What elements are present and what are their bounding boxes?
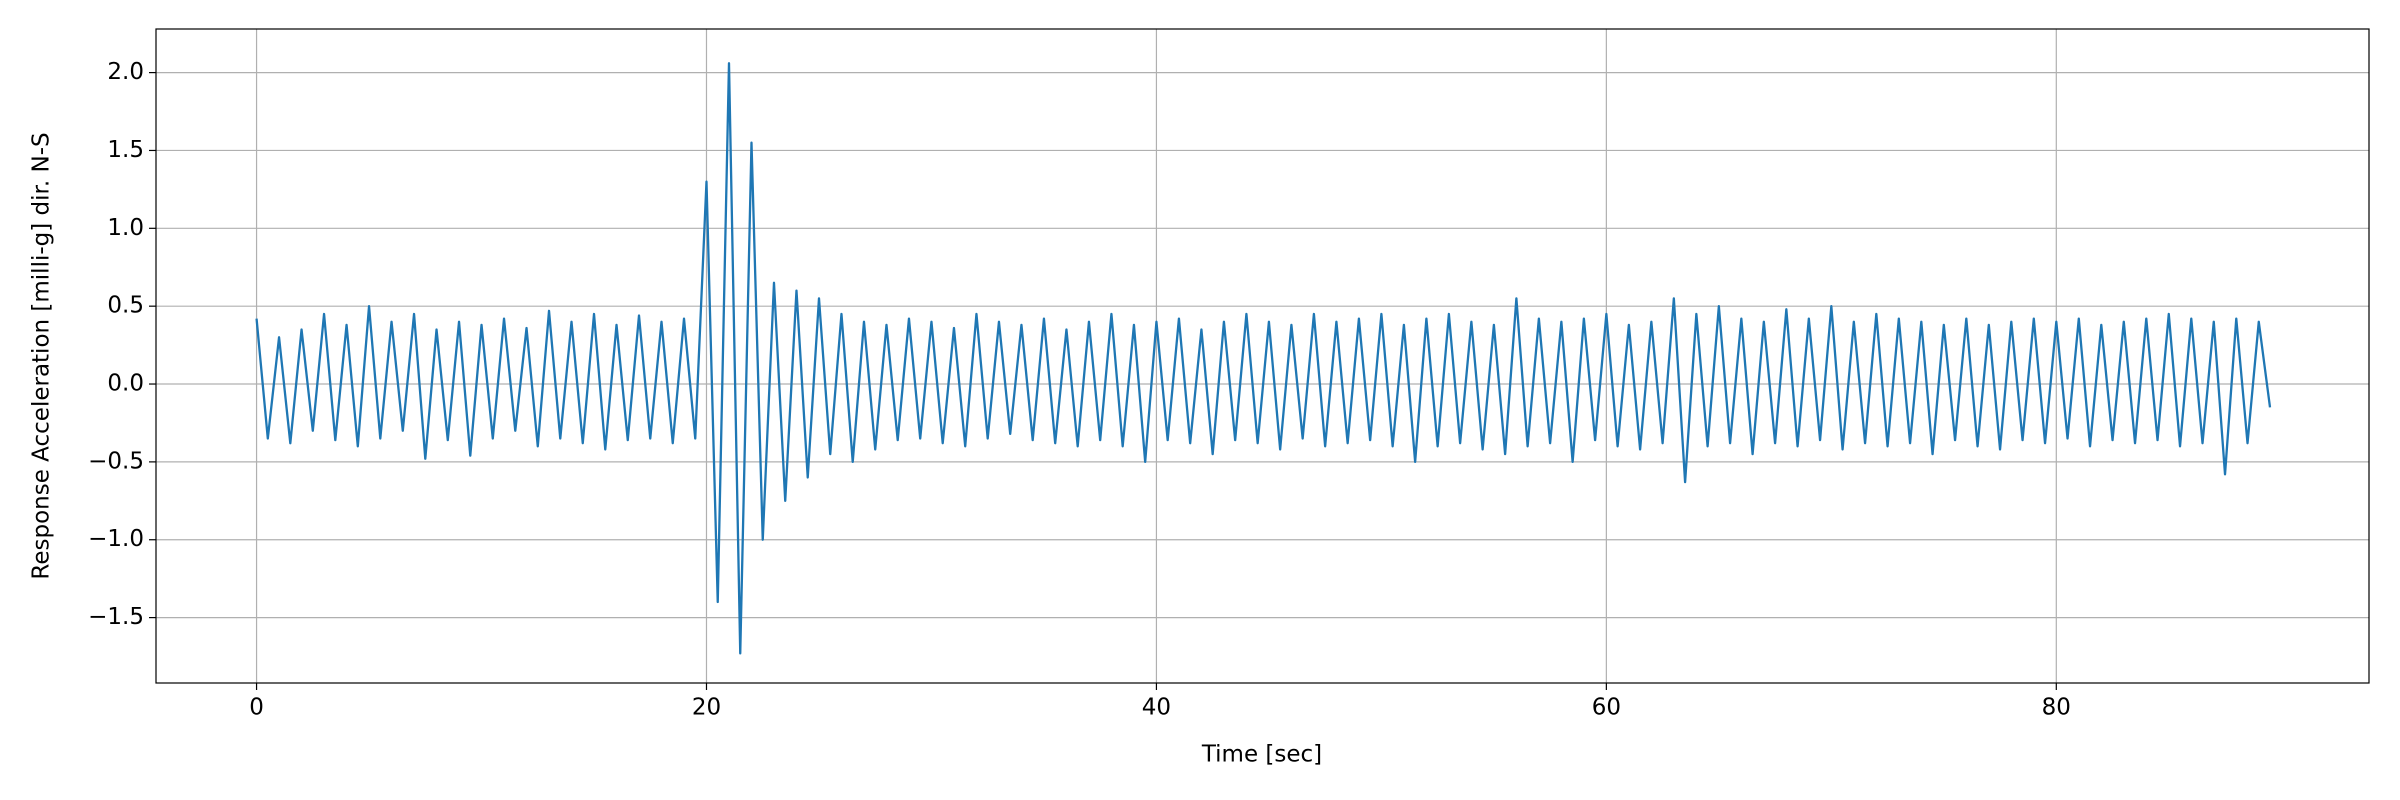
y-tick-label: 1.5	[107, 137, 144, 163]
x-axis-label: Time [sec]	[1201, 742, 1322, 768]
x-tick-label: 40	[1142, 695, 1171, 721]
y-tick-label: 0.0	[107, 371, 144, 397]
y-axis-label: Response Acceleration [milli-g] dir. N-S	[29, 132, 55, 579]
y-tick-label: −0.5	[88, 448, 144, 474]
y-tick-label: −1.0	[88, 526, 144, 552]
x-tick-label: 60	[1592, 695, 1621, 721]
x-tick-label: 80	[2042, 695, 2071, 721]
y-tick-label: 1.0	[107, 215, 144, 241]
y-tick-label: 0.5	[107, 293, 144, 319]
plot-frame	[155, 28, 2370, 684]
y-tick-label: −1.5	[88, 604, 144, 630]
y-tick-label: 2.0	[107, 59, 144, 85]
x-tick-label: 20	[692, 695, 721, 721]
x-tick-label: 0	[249, 695, 264, 721]
data-line	[255, 62, 2272, 655]
